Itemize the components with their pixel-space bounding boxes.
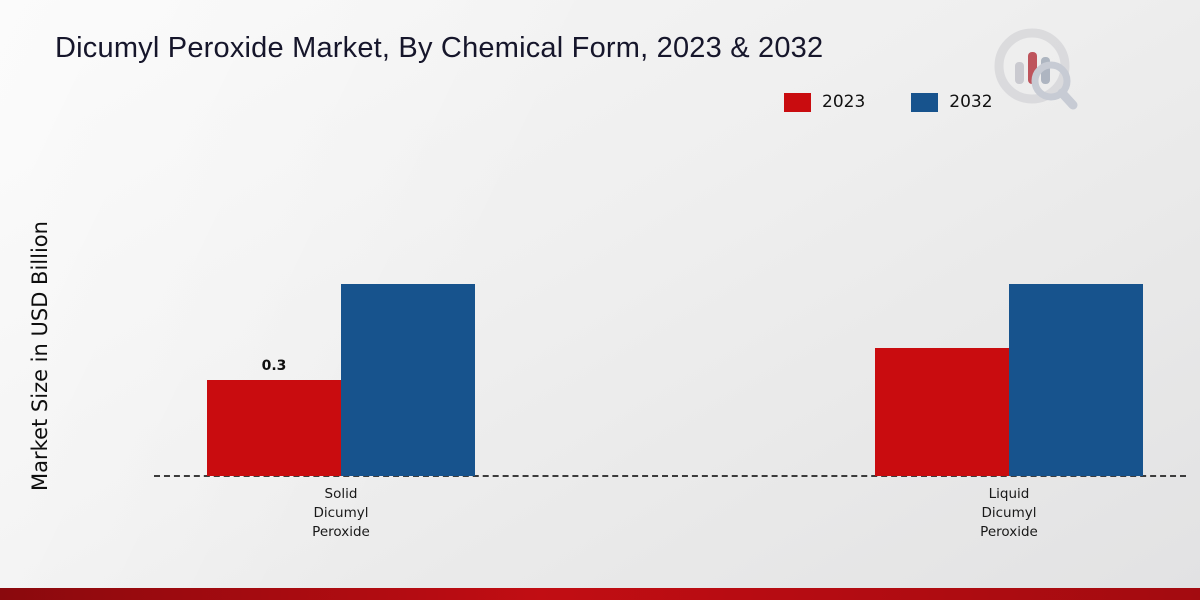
bar-2023-liquid-dicumyl-peroxide (875, 348, 1009, 476)
y-axis-label: Market Size in USD Billion (28, 221, 52, 491)
bar-group-solid-dicumyl-peroxide: 0.3 Solid Dicumyl Peroxide (207, 284, 475, 540)
legend: 2023 2032 (784, 92, 993, 112)
legend-item-2032: 2032 (911, 92, 993, 112)
plot-area: 0.3 Solid Dicumyl Peroxide Liquid Dicumyl … (154, 156, 1186, 540)
legend-swatch-icon (784, 92, 811, 112)
bar-group-liquid-dicumyl-peroxide: Liquid Dicumyl Peroxide (875, 284, 1143, 540)
bar-2032-solid-dicumyl-peroxide (341, 284, 475, 476)
bar-2032-liquid-dicumyl-peroxide (1009, 284, 1143, 476)
x-tick-label: Solid Dicumyl Peroxide (312, 486, 370, 540)
x-tick-label: Liquid Dicumyl Peroxide (980, 486, 1038, 540)
chart-title: Dicumyl Peroxide Market, By Chemical For… (55, 32, 824, 64)
bottom-accent-bar (0, 588, 1200, 600)
x-axis-line (154, 475, 1186, 477)
legend-label: 2032 (949, 92, 993, 112)
bar-2023-solid-dicumyl-peroxide: 0.3 (207, 358, 341, 476)
legend-label: 2023 (822, 92, 866, 112)
legend-item-2023: 2023 (784, 92, 865, 112)
brand-logo-icon (988, 26, 1083, 114)
bar-value-label: 0.3 (261, 358, 287, 374)
legend-swatch-icon (911, 92, 939, 112)
